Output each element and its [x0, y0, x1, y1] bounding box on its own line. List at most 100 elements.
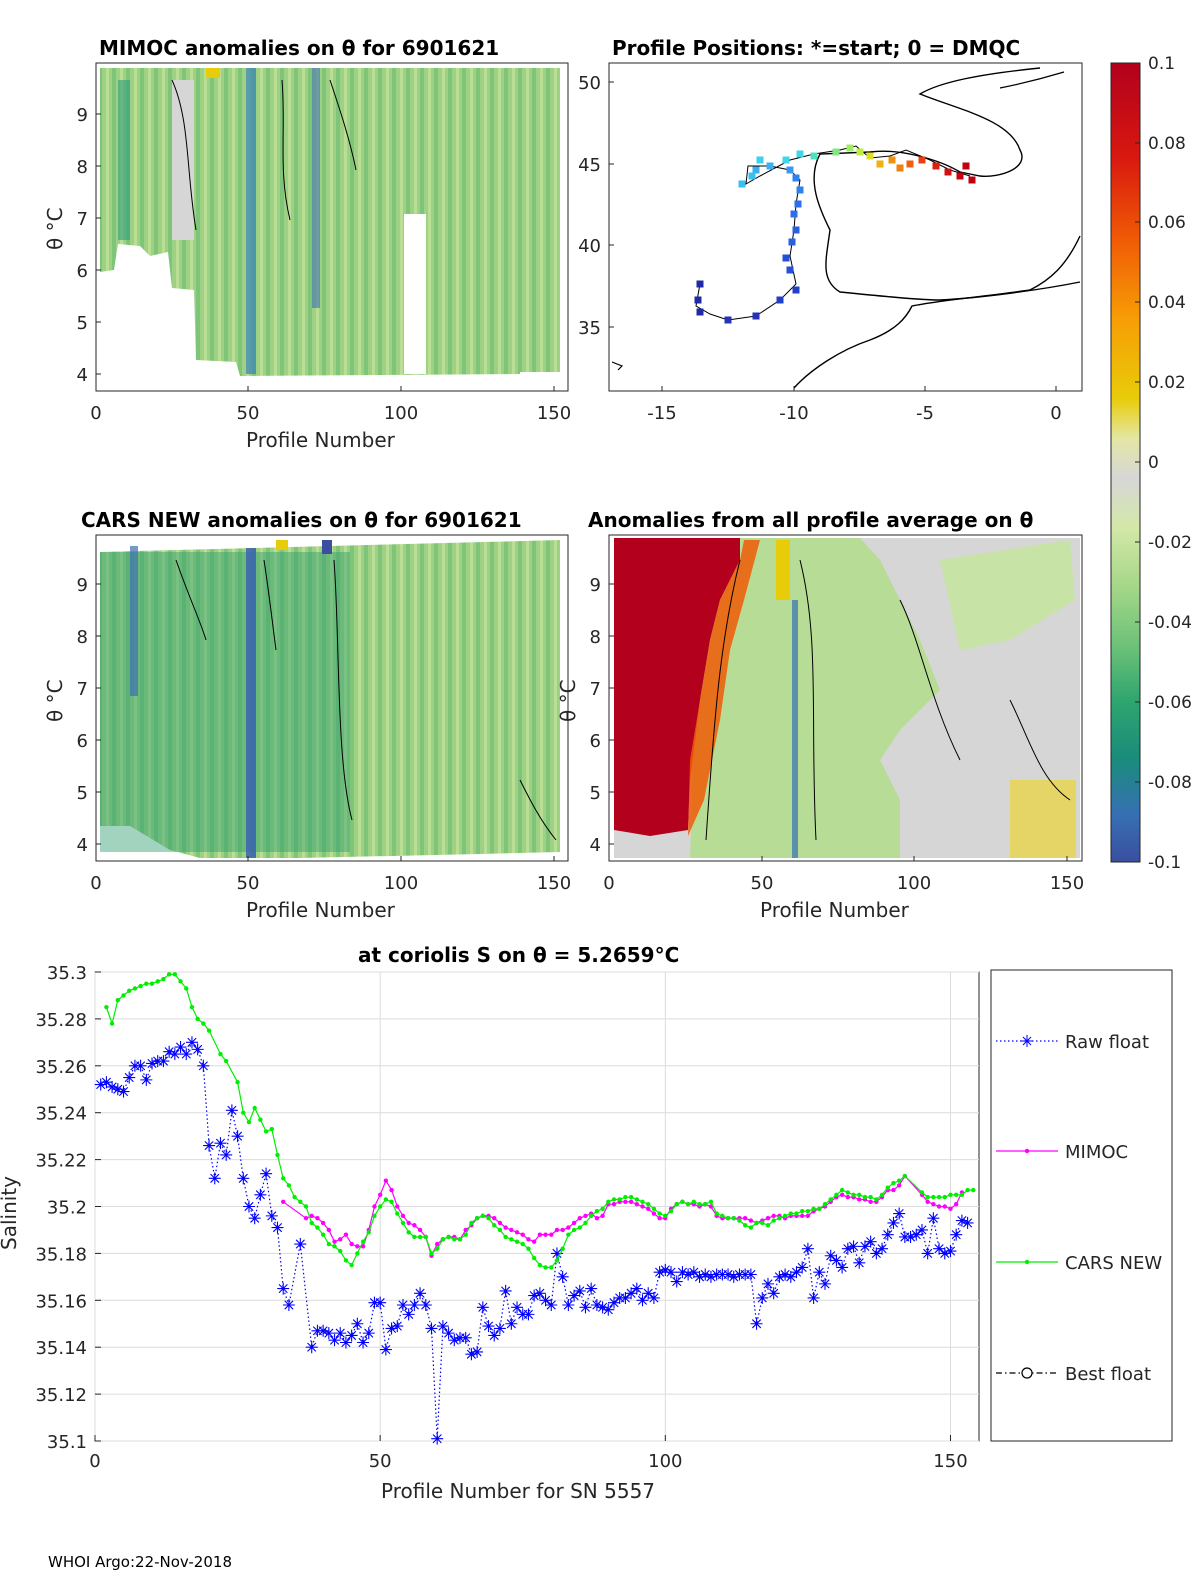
colorbar-tick-label: -0.1	[1148, 853, 1181, 873]
data-point-raw-float	[841, 1242, 854, 1255]
positions-panel: -15 -10 -5 0 50 45 40 35	[578, 62, 1083, 424]
legend-label: Best float	[1065, 1364, 1151, 1385]
data-point-cars-new	[896, 1178, 902, 1183]
data-point-cars-new	[537, 1262, 543, 1268]
data-point-cars-new	[531, 1255, 537, 1261]
data-point-cars-new	[788, 1211, 793, 1216]
track-position-marker	[866, 152, 874, 160]
salinity-chart: 0 50 100 150 35.335.2835.2635.2435.2235.235…	[0, 963, 980, 1472]
data-point-cars-new	[332, 1244, 337, 1249]
data-point-cars-new	[241, 1110, 246, 1115]
data-point-mimoc	[412, 1223, 417, 1228]
data-point-raw-float	[727, 1270, 740, 1283]
footer-credit: WHOI Argo:22-Nov-2018	[48, 1553, 232, 1571]
data-point-raw-float	[94, 1078, 107, 1091]
data-point-mimoc	[936, 1204, 942, 1209]
data-point-cars-new	[281, 1176, 286, 1181]
track-position-marker	[792, 286, 800, 294]
data-point-cars-new	[708, 1199, 714, 1205]
data-point-mimoc	[338, 1237, 343, 1242]
data-point-raw-float	[305, 1341, 318, 1354]
data-point-raw-float	[836, 1261, 849, 1274]
data-point-raw-float	[351, 1317, 364, 1330]
track-position-marker	[896, 164, 904, 172]
data-point-cars-new	[349, 1262, 354, 1268]
data-point-mimoc	[742, 1216, 748, 1221]
data-point-mimoc	[549, 1232, 554, 1237]
legend-item-raw-float: Raw float	[996, 1032, 1149, 1053]
mimoc-x-tick-label: 100	[384, 403, 418, 424]
mimoc-x-tick-label: 0	[90, 403, 101, 424]
data-point-mimoc	[771, 1213, 776, 1219]
track-position-marker	[788, 238, 796, 246]
data-point-raw-float	[830, 1254, 843, 1267]
data-point-raw-float	[180, 1048, 193, 1061]
salinity-x-tick-label: 0	[89, 1451, 100, 1472]
data-point-cars-new	[891, 1180, 896, 1186]
mimoc-y-tick-label: 7	[77, 209, 88, 230]
data-point-cars-new	[868, 1194, 873, 1200]
data-point-mimoc	[389, 1187, 394, 1193]
colorbar-ticks: 0.1 0.08 0.06 0.04 0.02 0 -0.02 -0.04 -0.06 -0.08…	[1135, 54, 1192, 873]
data-point-mimoc	[554, 1227, 560, 1233]
cars-y-tick-label: 8	[77, 627, 88, 648]
data-point-cars-new	[703, 1201, 708, 1207]
data-point-raw-float	[556, 1270, 569, 1283]
salinity-y-tick-label: 35.26	[35, 1057, 87, 1078]
data-point-cars-new	[845, 1190, 851, 1195]
data-point-cars-new	[754, 1220, 759, 1226]
data-point-cars-new	[611, 1197, 617, 1202]
track-position-marker	[782, 156, 790, 164]
data-point-cars-new	[417, 1234, 423, 1240]
data-point-raw-float	[225, 1104, 238, 1117]
data-point-mimoc	[326, 1227, 332, 1233]
data-point-raw-float	[950, 1228, 963, 1241]
legend-swatch-marker	[1024, 1148, 1030, 1154]
salinity-y-tick-label: 35.22	[35, 1151, 87, 1172]
positions-x-ticks: -15 -10 -5 0	[647, 386, 1062, 424]
data-point-cars-new	[777, 1216, 782, 1221]
allavg-yellow-band	[776, 540, 790, 600]
data-point-cars-new	[771, 1218, 776, 1223]
data-point-mimoc	[657, 1216, 662, 1221]
data-point-raw-float	[619, 1291, 632, 1304]
data-point-cars-new	[725, 1216, 731, 1221]
data-point-raw-float	[659, 1263, 672, 1276]
data-point-raw-float	[699, 1268, 712, 1281]
data-point-cars-new	[366, 1230, 371, 1235]
data-point-cars-new	[127, 988, 132, 993]
data-point-raw-float	[402, 1308, 415, 1321]
data-point-raw-float	[602, 1303, 615, 1316]
cars-y-tick-label: 5	[77, 783, 88, 804]
data-point-mimoc	[509, 1227, 514, 1233]
data-point-mimoc	[560, 1227, 565, 1233]
data-point-cars-new	[817, 1206, 822, 1212]
colorbar-tick-label: -0.02	[1148, 533, 1192, 553]
data-point-cars-new	[263, 1129, 269, 1134]
allavg-red-region	[614, 538, 740, 836]
salinity-y-tick-label: 35.12	[35, 1385, 87, 1406]
mimoc-y-tick-label: 9	[77, 105, 88, 126]
data-point-raw-float	[334, 1327, 347, 1340]
colorbar-tick-label: 0.02	[1148, 373, 1186, 393]
allavg-panel: 0 50 100 150 9 8 7 6 5 4 θ °C	[556, 534, 1084, 894]
data-point-raw-float	[260, 1167, 273, 1180]
data-point-raw-float	[174, 1041, 187, 1054]
data-point-cars-new	[566, 1232, 571, 1237]
data-point-raw-float	[933, 1242, 946, 1255]
data-point-raw-float	[106, 1080, 119, 1093]
data-point-cars-new	[953, 1192, 959, 1197]
data-point-mimoc	[600, 1213, 605, 1219]
data-point-cars-new	[936, 1194, 942, 1200]
data-point-raw-float	[237, 1172, 250, 1185]
mimoc-x-tick-label: 150	[537, 403, 571, 424]
data-point-cars-new	[338, 1248, 343, 1254]
data-point-cars-new	[971, 1187, 976, 1193]
cars-green-overlay	[100, 552, 350, 852]
data-point-raw-float	[927, 1212, 940, 1225]
data-point-mimoc	[349, 1241, 354, 1247]
data-point-cars-new	[588, 1213, 594, 1219]
allavg-x-tick-label: 50	[751, 873, 774, 894]
data-point-raw-float	[282, 1298, 295, 1311]
